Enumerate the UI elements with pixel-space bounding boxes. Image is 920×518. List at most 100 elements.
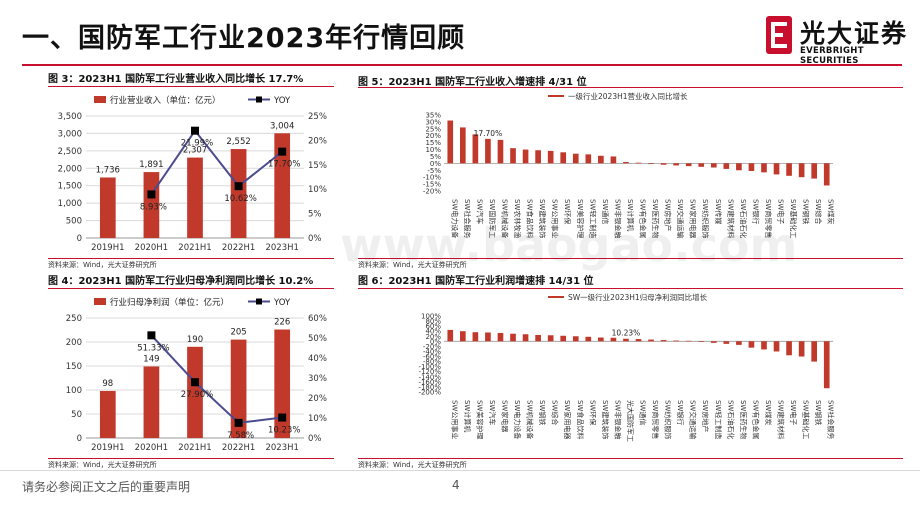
bar	[187, 157, 203, 238]
x-tick-label: SW环保	[563, 199, 572, 224]
legend-line-label: YOY	[273, 298, 291, 308]
fig4-title-rule	[48, 288, 334, 289]
bar	[535, 335, 541, 342]
bar	[736, 163, 742, 171]
y-tick: -20%	[423, 343, 441, 351]
bar	[472, 134, 479, 164]
x-tick-label: SW银行	[751, 199, 760, 224]
x-tick-label: SW家电器	[500, 400, 509, 432]
bar-label: 1,891	[139, 160, 163, 170]
page-number: 4	[452, 478, 460, 492]
bar	[459, 127, 466, 164]
yoy-label: 10.62%	[224, 194, 256, 204]
highlight-label: 10.23%	[612, 329, 641, 338]
bar-label: 2,552	[226, 137, 250, 147]
bar-label: 1,736	[96, 165, 120, 175]
bar	[723, 341, 730, 344]
y-tick-left: 3,500	[58, 112, 82, 122]
y-tick-right: 5%	[308, 210, 322, 220]
x-tick-label: SW食品饮料	[576, 400, 585, 439]
bar	[510, 333, 516, 342]
highlight-label: 17.70%	[474, 129, 503, 138]
bar-label: 190	[187, 335, 203, 345]
bar	[230, 339, 247, 438]
y-tick: 35%	[425, 112, 441, 120]
bar	[648, 163, 654, 165]
legend-bar-swatch	[94, 96, 106, 103]
y-tick: -180%	[418, 383, 441, 391]
legend-swatch	[548, 95, 564, 97]
bar	[274, 133, 291, 238]
x-tick-label: SW非银金融	[613, 199, 622, 238]
x-tick-label: SW汽车	[488, 400, 497, 425]
x-tick-label: SW建筑材料	[726, 199, 735, 238]
x-tick-label: SW有色金属	[751, 400, 760, 439]
fig6-chart: SW一级行业2023H1归母净利润同比增长100%80%60%40%20%0%-…	[418, 292, 835, 442]
x-tick-label: SW电子	[777, 199, 786, 224]
bar	[572, 336, 579, 342]
y-tick: 0%	[430, 338, 441, 346]
x-tick-label: SW交通运输	[676, 199, 685, 238]
y-tick-left: 200	[66, 338, 82, 348]
bar	[823, 341, 830, 389]
bar	[773, 341, 780, 352]
bar	[459, 331, 466, 342]
y-tick-left: 150	[66, 362, 82, 372]
bar	[798, 341, 805, 357]
y-tick: 15%	[425, 139, 441, 147]
y-tick: -80%	[423, 358, 441, 366]
fig4-source: 资料来源：Wind，光大证券研究所	[48, 461, 157, 469]
x-tick-label: SW交通运输	[689, 400, 698, 439]
y-tick: 100%	[421, 313, 441, 321]
x-tick-label: SW美容护理	[475, 400, 484, 439]
x-tick-label: SW石油石化	[739, 199, 748, 238]
y-tick-left: 0	[77, 434, 82, 444]
x-tick-label: SW综合	[551, 400, 560, 425]
bar	[648, 339, 654, 342]
x-tick-label: SW医药生物	[739, 400, 748, 439]
bar	[447, 329, 454, 342]
y-tick: 20%	[425, 132, 441, 140]
fig4-source-rule	[48, 458, 334, 459]
x-tick-label: SW煤炭	[827, 199, 836, 224]
x-tick-label: 2021H1	[178, 443, 211, 453]
y-tick-left: 0	[77, 234, 82, 244]
bar	[522, 149, 529, 164]
x-tick-label: SW传媒	[714, 199, 723, 224]
x-tick-label: 2021H1	[178, 243, 211, 253]
y-tick: -20%	[423, 188, 441, 196]
y-tick: 20%	[425, 333, 441, 341]
bar	[274, 329, 291, 438]
bar	[673, 163, 679, 166]
bar	[673, 340, 679, 342]
y-tick-right: 15%	[308, 161, 327, 171]
yoy-marker	[147, 190, 156, 199]
x-tick-label: 2022H1	[222, 243, 255, 253]
x-tick-label: SW钢铁	[538, 400, 547, 425]
x-tick-label: SW房地产	[701, 400, 710, 432]
yoy-label: 21.99%	[181, 139, 213, 149]
bar	[560, 152, 567, 164]
y-tick-right: 25%	[308, 112, 327, 122]
y-tick: 5%	[430, 153, 441, 161]
yoy-marker	[278, 147, 287, 156]
x-tick-label: SW建筑材料	[777, 400, 786, 439]
title-divider	[22, 64, 902, 66]
yoy-label: 10.23%	[268, 426, 300, 436]
y-tick-right: 0%	[308, 434, 322, 444]
yoy-label: 27.90%	[181, 390, 213, 400]
x-tick-label: 2022H1	[222, 443, 255, 453]
legend-line-label: YOY	[273, 96, 291, 106]
y-tick: -40%	[423, 348, 441, 356]
x-tick-label: SW有色金属	[639, 199, 648, 238]
x-tick-label: SW家用电器	[563, 400, 572, 439]
bar	[497, 332, 504, 342]
y-tick: -10%	[423, 174, 441, 182]
bar	[547, 150, 554, 164]
bar	[560, 335, 567, 342]
bar	[748, 341, 755, 348]
fig3-source-rule	[48, 258, 334, 259]
bar	[823, 163, 830, 186]
y-tick: 0%	[430, 160, 441, 168]
bar	[723, 163, 730, 169]
